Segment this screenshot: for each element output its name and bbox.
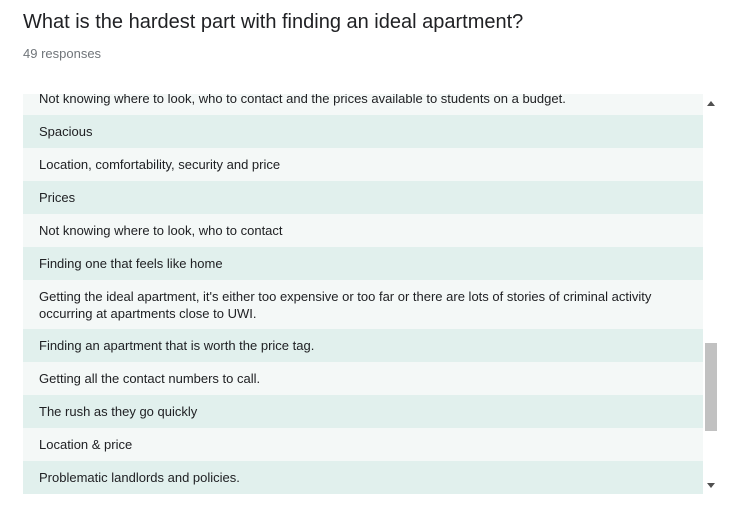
scroll-thumb[interactable] (705, 343, 717, 431)
response-item: Location, comfortability, security and p… (23, 148, 703, 181)
responses-list[interactable]: Not knowing where to look, who to contac… (23, 94, 703, 494)
response-item: Finding one that feels like home (23, 247, 703, 280)
triangle-up-icon (707, 100, 715, 106)
response-item: Problematic landlords and policies. (23, 461, 703, 494)
response-item: The rush as they go quickly (23, 395, 703, 428)
response-count: 49 responses (23, 46, 102, 61)
scroll-down-button[interactable] (703, 478, 719, 492)
response-item: Spacious (23, 115, 703, 148)
response-item: Finding an apartment that is worth the p… (23, 329, 703, 362)
scroll-up-button[interactable] (703, 96, 719, 110)
response-item: Not knowing where to look, who to contac… (23, 94, 703, 115)
triangle-down-icon (707, 482, 715, 488)
question-title: What is the hardest part with finding an… (23, 11, 524, 33)
vertical-scrollbar[interactable] (703, 94, 719, 494)
responses-list-content: Not knowing where to look, who to contac… (23, 94, 703, 494)
response-item: Getting all the contact numbers to call. (23, 362, 703, 395)
response-item: Location & price (23, 428, 703, 461)
response-item: Prices (23, 181, 703, 214)
response-item: Not knowing where to look, who to contac… (23, 214, 703, 247)
response-item: Getting the ideal apartment, it's either… (23, 280, 703, 329)
